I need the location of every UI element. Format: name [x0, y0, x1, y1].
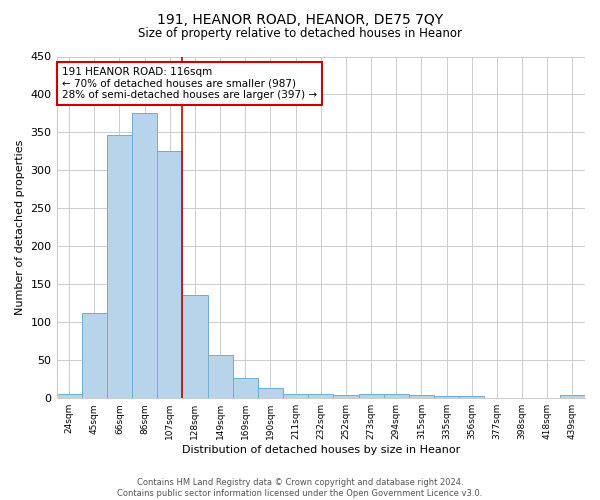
Bar [132, 114, 157, 398]
Bar [434, 396, 459, 398]
Text: Contains HM Land Registry data © Crown copyright and database right 2024.
Contai: Contains HM Land Registry data © Crown c… [118, 478, 482, 498]
Bar [56, 394, 82, 398]
Text: 191 HEANOR ROAD: 116sqm
← 70% of detached houses are smaller (987)
28% of semi-d: 191 HEANOR ROAD: 116sqm ← 70% of detache… [62, 67, 317, 100]
Bar [182, 295, 208, 398]
Bar [459, 396, 484, 398]
Bar [334, 395, 359, 398]
Bar [283, 394, 308, 398]
Bar [157, 152, 182, 398]
Bar [82, 313, 107, 398]
Bar [233, 378, 258, 398]
Text: Size of property relative to detached houses in Heanor: Size of property relative to detached ho… [138, 28, 462, 40]
X-axis label: Distribution of detached houses by size in Heanor: Distribution of detached houses by size … [182, 445, 460, 455]
Bar [107, 134, 132, 398]
Bar [308, 394, 334, 398]
Bar [409, 395, 434, 398]
Bar [208, 355, 233, 398]
Y-axis label: Number of detached properties: Number of detached properties [15, 140, 25, 315]
Text: 191, HEANOR ROAD, HEANOR, DE75 7QY: 191, HEANOR ROAD, HEANOR, DE75 7QY [157, 12, 443, 26]
Bar [383, 394, 409, 398]
Bar [258, 388, 283, 398]
Bar [359, 394, 383, 398]
Bar [560, 395, 585, 398]
